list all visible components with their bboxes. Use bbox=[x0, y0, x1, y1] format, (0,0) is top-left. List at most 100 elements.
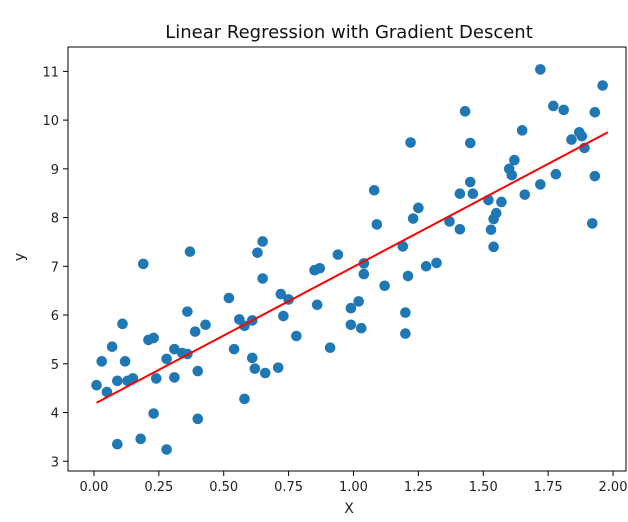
data-point bbox=[496, 196, 507, 208]
y-axis-label: y bbox=[12, 253, 28, 261]
x-tick-label: 0.00 bbox=[79, 480, 108, 495]
data-point bbox=[485, 224, 497, 236]
data-point bbox=[597, 80, 608, 91]
y-tick-label: 9 bbox=[51, 163, 59, 178]
y-tick-label: 5 bbox=[51, 358, 59, 373]
data-point bbox=[413, 202, 424, 214]
x-axis-ticks: 0.00 0.25 0.50 0.75 1.00 1.25 1.50 1.75 2.00 bbox=[79, 471, 627, 495]
data-point bbox=[311, 299, 323, 311]
data-point bbox=[223, 292, 235, 304]
plot-frame bbox=[67, 46, 627, 472]
data-point bbox=[420, 261, 432, 272]
data-point bbox=[112, 438, 123, 450]
data-point bbox=[490, 207, 502, 219]
data-point bbox=[371, 219, 383, 230]
data-point bbox=[586, 218, 598, 229]
data-point bbox=[550, 168, 562, 180]
data-point bbox=[148, 332, 159, 344]
data-point bbox=[454, 223, 466, 235]
data-point bbox=[464, 176, 476, 188]
data-point bbox=[117, 318, 128, 330]
data-point bbox=[135, 433, 146, 445]
data-point bbox=[589, 170, 601, 182]
data-point bbox=[278, 310, 289, 322]
data-point bbox=[101, 386, 113, 398]
data-point bbox=[400, 307, 411, 318]
data-point bbox=[192, 413, 204, 425]
data-point bbox=[182, 306, 193, 317]
data-point bbox=[324, 342, 336, 353]
data-point bbox=[252, 247, 263, 258]
data-point bbox=[405, 137, 416, 148]
y-tick-label: 6 bbox=[51, 309, 59, 324]
regression-line-layer bbox=[96, 131, 609, 404]
x-tick-label: 1.75 bbox=[534, 480, 563, 495]
data-point bbox=[358, 268, 370, 280]
data-point bbox=[246, 352, 258, 364]
data-point bbox=[535, 64, 546, 75]
data-point bbox=[249, 363, 261, 374]
y-tick-label: 4 bbox=[51, 407, 59, 422]
data-point bbox=[119, 356, 131, 367]
x-tick-label: 0.50 bbox=[209, 480, 238, 495]
data-point bbox=[228, 343, 240, 355]
data-point bbox=[459, 106, 471, 117]
x-tick-label: 0.75 bbox=[274, 480, 303, 495]
data-point bbox=[345, 302, 357, 314]
data-point bbox=[184, 246, 196, 257]
data-point bbox=[454, 188, 466, 199]
data-point bbox=[239, 393, 250, 405]
scatter-points bbox=[91, 64, 608, 455]
data-point bbox=[548, 100, 559, 112]
data-point bbox=[96, 356, 108, 367]
x-tick-label: 1.00 bbox=[339, 480, 368, 495]
data-point bbox=[431, 257, 442, 269]
data-point bbox=[112, 375, 123, 387]
data-point bbox=[400, 328, 411, 339]
data-point bbox=[189, 326, 201, 337]
data-point bbox=[272, 362, 284, 373]
data-point bbox=[161, 444, 172, 455]
data-point bbox=[368, 184, 380, 196]
y-tick-label: 7 bbox=[51, 260, 59, 275]
data-point bbox=[566, 134, 577, 145]
x-tick-label: 1.25 bbox=[404, 480, 433, 495]
data-point bbox=[467, 188, 479, 199]
data-point bbox=[150, 373, 162, 384]
x-tick-label: 1.50 bbox=[469, 480, 498, 495]
data-point bbox=[516, 125, 528, 136]
data-point bbox=[148, 408, 159, 419]
data-point bbox=[106, 341, 118, 353]
x-tick-label: 0.25 bbox=[144, 480, 173, 495]
y-axis-ticks: 3 4 5 6 7 8 9 10 11 bbox=[42, 65, 68, 470]
y-tick-label: 8 bbox=[51, 212, 59, 227]
data-point bbox=[519, 189, 531, 200]
data-point bbox=[407, 213, 419, 224]
data-point bbox=[257, 273, 268, 284]
data-point bbox=[509, 154, 520, 166]
data-point bbox=[137, 258, 149, 270]
data-point bbox=[345, 319, 357, 331]
data-point bbox=[589, 107, 601, 118]
y-tick-label: 11 bbox=[42, 65, 59, 80]
data-point bbox=[488, 241, 499, 253]
y-tick-label: 3 bbox=[51, 455, 59, 470]
chart-title: Linear Regression with Gradient Descent bbox=[165, 22, 533, 43]
data-point bbox=[192, 365, 204, 377]
data-point bbox=[353, 296, 364, 307]
data-point bbox=[355, 322, 367, 334]
data-point bbox=[402, 270, 414, 282]
data-point bbox=[558, 104, 570, 116]
data-point bbox=[576, 130, 588, 142]
data-point bbox=[379, 280, 390, 292]
data-point bbox=[275, 288, 287, 300]
x-axis-label: X bbox=[344, 501, 354, 517]
data-point bbox=[259, 367, 271, 379]
regression-line bbox=[96, 131, 609, 404]
y-tick-label: 10 bbox=[42, 114, 59, 129]
data-point bbox=[332, 249, 344, 260]
data-point bbox=[91, 379, 102, 391]
data-point bbox=[200, 319, 211, 331]
data-point bbox=[161, 353, 172, 365]
data-point bbox=[314, 262, 326, 274]
